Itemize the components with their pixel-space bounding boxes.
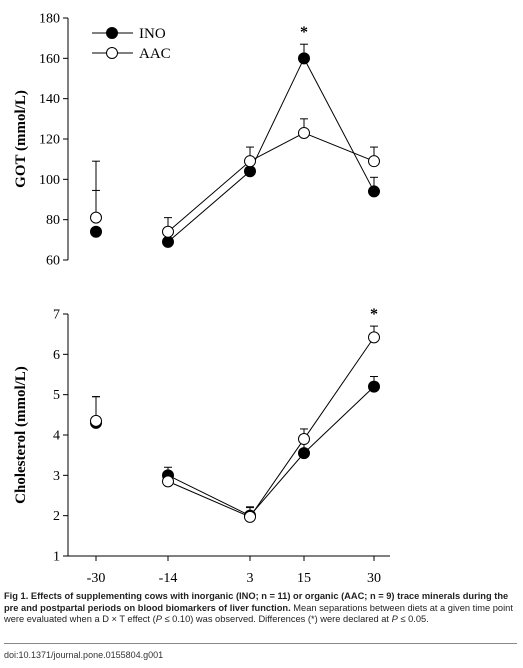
caption-label: Fig 1. — [4, 591, 29, 601]
data-point-aac — [298, 126, 310, 139]
y-tick-label: 80 — [46, 213, 60, 228]
x-tick-label: -14 — [159, 571, 178, 586]
data-point-aac — [90, 414, 102, 427]
x-tick-label: 3 — [247, 571, 254, 586]
y-tick-label: 5 — [53, 388, 60, 403]
significance-asterisk: * — [370, 306, 378, 323]
caption-divider — [4, 643, 517, 644]
y-tick-label: 160 — [39, 52, 60, 67]
y-tick-label: 2 — [53, 509, 60, 524]
data-point-ino — [90, 225, 102, 238]
data-point-aac — [368, 331, 380, 344]
y-tick-label: 4 — [53, 429, 60, 444]
got-panel: 60 80 100 120 140 160 180 GOT (mmol/L) * INO AAC — [13, 12, 380, 269]
y-tick-label: 180 — [39, 12, 60, 27]
caption-p-symbol-2: P — [391, 614, 398, 625]
y-axis-title: GOT (mmol/L) — [13, 90, 29, 188]
data-point-aac — [368, 155, 380, 168]
data-point-aac — [162, 475, 174, 488]
legend-marker-aac — [106, 47, 118, 59]
caption-title: Effects of supplementing cows with inorg… — [4, 591, 509, 613]
caption-text-2: ≤ 0.10) was observed. Differences (*) we… — [161, 614, 392, 625]
y-tick-label: 120 — [39, 133, 60, 148]
series-line-aac — [167, 132, 375, 233]
data-point-ino — [368, 185, 380, 198]
y-tick-label: 3 — [53, 469, 60, 484]
data-point-aac — [298, 433, 310, 446]
data-point-aac — [90, 211, 102, 224]
caption-p-symbol-1: P — [155, 614, 162, 625]
y-tick-label: 6 — [53, 348, 60, 363]
figure-caption: Fig 1. Effects of supplementing cows wit… — [4, 591, 516, 626]
figure-canvas: 60 80 100 120 140 160 180 GOT (mmol/L) * INO AAC 1… — [13, 12, 390, 586]
y-tick-label: 140 — [39, 92, 60, 107]
legend-label-aac: AAC — [139, 46, 171, 62]
cholesterol-panel: 1 2 3 4 5 6 7 Cholesterol (mmol/L) -30 -14 3 15 30 * — [13, 306, 390, 586]
caption-text-3: ≤ 0.05. — [397, 614, 429, 625]
legend-label-ino: INO — [139, 26, 166, 42]
caption-text-1: Mean separations between diets at a give… — [4, 602, 513, 625]
data-point-aac — [162, 225, 174, 238]
data-point-ino — [298, 447, 310, 460]
y-tick-label: 1 — [53, 550, 60, 565]
legend-marker-ino — [106, 27, 118, 39]
x-tick-label: 30 — [367, 571, 381, 586]
series-line-aac — [167, 337, 375, 518]
data-point-ino — [162, 235, 174, 248]
y-axis-title: Cholesterol (mmol/L) — [13, 366, 29, 504]
y-tick-label: 7 — [53, 308, 60, 323]
data-point-aac — [244, 155, 256, 168]
data-point-ino — [244, 165, 256, 178]
data-point-ino — [298, 52, 310, 65]
series-line-ino — [167, 386, 375, 517]
x-tick-label: 15 — [297, 571, 311, 586]
data-point-ino — [368, 380, 380, 393]
significance-asterisk: * — [300, 24, 308, 41]
y-tick-label: 100 — [39, 173, 60, 188]
doi-text: doi:10.1371/journal.pone.0155804.g001 — [4, 650, 164, 660]
x-tick-label: -30 — [87, 571, 106, 586]
series-line-ino — [167, 57, 375, 243]
y-tick-label: 60 — [46, 254, 60, 269]
data-point-aac — [244, 510, 256, 523]
